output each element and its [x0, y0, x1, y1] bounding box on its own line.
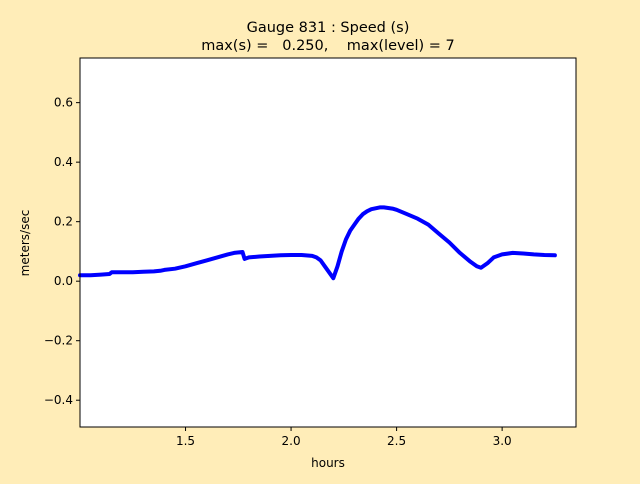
y-tick-label: −0.4 — [44, 393, 73, 407]
chart-title-line2: max(s) = 0.250, max(level) = 7 — [201, 38, 455, 54]
plot-frame — [79, 57, 577, 428]
chart-title-line1: Gauge 831 : Speed (s) — [247, 20, 410, 36]
data-layer — [78, 205, 557, 281]
x-tick-label: 1.5 — [176, 434, 195, 448]
y-tick-label: −0.2 — [44, 334, 73, 348]
y-tick-label: 0.6 — [54, 96, 73, 110]
x-tick-label: 3.0 — [493, 434, 512, 448]
x-tick-label: 2.0 — [282, 434, 301, 448]
y-tick-label: 0.0 — [54, 274, 73, 288]
y-tick-label: 0.4 — [54, 155, 73, 169]
x-axis-ticks: 1.5 2.0 2.5 3.0 — [176, 427, 512, 448]
plot-area — [80, 58, 576, 427]
x-axis-label: hours — [311, 456, 345, 470]
y-axis-label: meters/sec — [18, 210, 32, 277]
x-tick-label: 2.5 — [387, 434, 406, 448]
speed-series-line — [78, 205, 557, 281]
y-tick-label: 0.2 — [54, 215, 73, 229]
y-axis-ticks: −0.4 −0.2 0.0 0.2 0.4 0.6 — [44, 96, 80, 407]
